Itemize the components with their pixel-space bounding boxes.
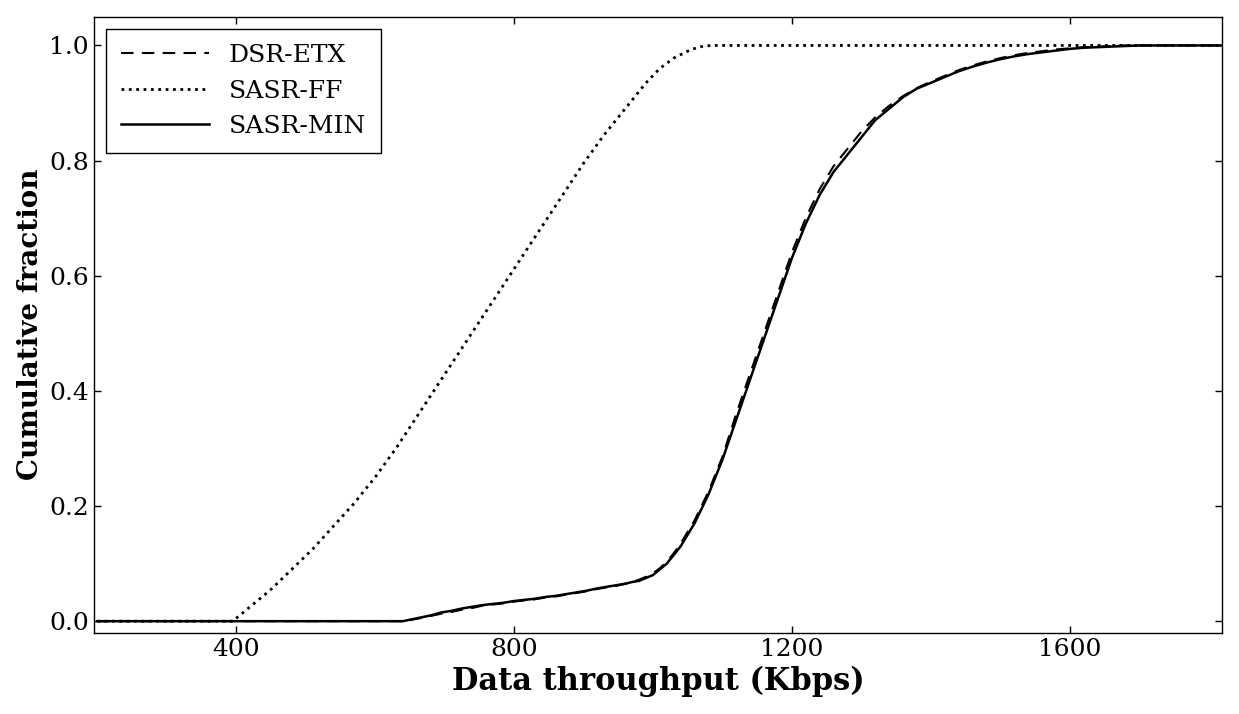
SASR-FF — [618, 104, 633, 113]
SASR-FF — [597, 131, 612, 139]
SASR-MIN — [1131, 41, 1146, 50]
SASR-FF — [430, 381, 445, 389]
Y-axis label: Cumulative fraction: Cumulative fraction — [16, 169, 43, 481]
Line: DSR-ETX: DSR-ETX — [98, 46, 1223, 621]
SASR-FF — [513, 254, 528, 263]
SASR-FF — [243, 603, 258, 611]
SASR-FF — [472, 318, 487, 326]
SASR-FF — [638, 79, 653, 87]
SASR-FF — [493, 286, 508, 294]
SASR-FF — [534, 223, 549, 231]
SASR-MIN — [952, 67, 966, 76]
SASR-FF — [698, 41, 712, 50]
DSR-ETX — [1215, 41, 1230, 50]
DSR-ETX — [1075, 43, 1090, 51]
DSR-ETX — [559, 590, 574, 599]
SASR-FF — [705, 41, 720, 50]
SASR-FF — [264, 585, 279, 594]
SASR-FF — [368, 473, 383, 481]
DSR-ETX — [952, 66, 966, 74]
SASR-FF — [653, 64, 668, 73]
SASR-FF — [347, 499, 362, 508]
SASR-MIN — [559, 590, 574, 598]
DSR-ETX — [601, 583, 616, 591]
Legend: DSR-ETX, SASR-FF, SASR-MIN: DSR-ETX, SASR-FF, SASR-MIN — [107, 29, 382, 154]
SASR-FF — [284, 565, 299, 573]
SASR-FF — [680, 47, 695, 56]
SASR-FF — [667, 54, 681, 62]
X-axis label: Data throughput (Kbps): Data throughput (Kbps) — [452, 666, 865, 698]
DSR-ETX — [1118, 41, 1132, 50]
DSR-ETX — [444, 608, 458, 616]
SASR-FF — [690, 43, 705, 51]
Line: SASR-FF: SASR-FF — [98, 46, 1223, 621]
SASR-MIN — [1075, 44, 1090, 52]
SASR-FF — [1215, 41, 1230, 50]
SASR-FF — [409, 413, 424, 421]
SASR-FF — [90, 617, 105, 625]
SASR-FF — [225, 617, 240, 625]
SASR-FF — [305, 545, 320, 553]
SASR-MIN — [444, 606, 458, 615]
SASR-MIN — [659, 559, 674, 568]
Line: SASR-MIN: SASR-MIN — [98, 46, 1223, 621]
SASR-FF — [389, 444, 404, 453]
SASR-FF — [451, 349, 466, 358]
SASR-FF — [555, 191, 570, 199]
SASR-MIN — [601, 583, 616, 591]
DSR-ETX — [90, 617, 105, 625]
SASR-MIN — [1215, 41, 1230, 50]
SASR-FF — [576, 159, 591, 168]
SASR-MIN — [90, 617, 105, 625]
SASR-FF — [326, 522, 341, 531]
DSR-ETX — [659, 558, 674, 566]
